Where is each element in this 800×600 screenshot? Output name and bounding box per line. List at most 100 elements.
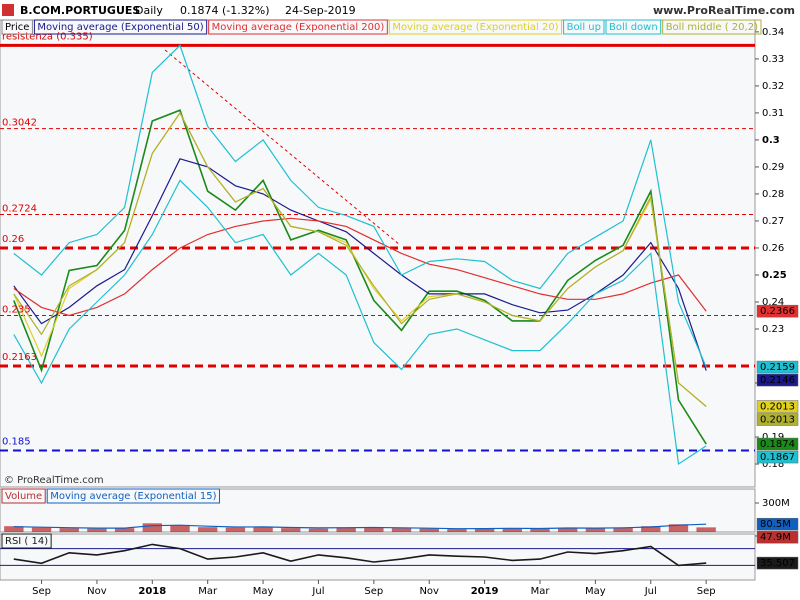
x-tick-label: May xyxy=(253,586,274,597)
level-label: 0.185 xyxy=(2,437,31,448)
period: Daily xyxy=(135,4,163,17)
y-tick-label: 0.19 xyxy=(762,432,784,443)
volume-bar xyxy=(447,529,467,532)
date: 24-Sep-2019 xyxy=(285,4,356,17)
volume-bar xyxy=(530,528,550,532)
volume-bar xyxy=(474,528,495,532)
volume-bar xyxy=(585,528,606,532)
legend-box xyxy=(605,19,662,35)
volume-bar xyxy=(336,527,356,532)
y-tick-label: 0.32 xyxy=(762,81,784,92)
value-box xyxy=(756,360,799,374)
volume-bar xyxy=(364,527,384,532)
y-tick-label: 0.24 xyxy=(762,297,784,308)
plot-group xyxy=(4,523,716,532)
volume-panel xyxy=(0,488,756,533)
legend-label: Boll up xyxy=(567,22,601,33)
volume-bar xyxy=(170,525,190,532)
value-box xyxy=(756,437,799,451)
legend-box xyxy=(662,19,762,35)
y-tick-label: 0.23 xyxy=(762,324,784,335)
series-line xyxy=(13,109,707,445)
value-box xyxy=(756,517,799,531)
legend-label: Boll middle ( 20,2) xyxy=(666,22,758,33)
series-line xyxy=(13,158,707,371)
quote: 0.1874 (-1.32%) xyxy=(180,4,269,17)
volume-bar xyxy=(225,527,246,532)
rsi-panel xyxy=(0,533,756,581)
volume-bar xyxy=(114,528,135,532)
legend-box xyxy=(46,488,220,504)
y-tick-label: 0.18 xyxy=(762,459,784,470)
legend-box xyxy=(1,533,52,549)
legend-box xyxy=(1,19,33,35)
y-tick-label: 0.31 xyxy=(762,108,784,119)
series-line xyxy=(13,111,707,407)
volume-bar xyxy=(641,526,661,532)
legend-label: Moving average (Exponential 15) xyxy=(50,491,216,502)
series-line xyxy=(13,543,707,567)
plot-group xyxy=(0,43,755,466)
value-box-label: 0.2366 xyxy=(760,306,795,317)
volume-bar xyxy=(502,528,522,532)
volume-bar xyxy=(613,527,633,532)
volume-bar xyxy=(142,523,162,532)
legend-box xyxy=(208,19,388,35)
x-tick-label: Sep xyxy=(697,586,716,597)
series-line xyxy=(13,523,707,530)
logo-icon xyxy=(2,4,14,16)
y-tick-label: 300M xyxy=(762,498,790,509)
x-tick-label: Jul xyxy=(311,586,324,597)
value-box-label: 35.507 xyxy=(760,558,795,569)
x-tick-label: Nov xyxy=(87,586,107,597)
value-box xyxy=(756,556,799,570)
volume-bar xyxy=(696,527,716,532)
series-line xyxy=(13,179,707,466)
legend-box xyxy=(388,19,563,35)
copyright: © ProRealTime.com xyxy=(4,475,104,486)
value-box xyxy=(756,450,799,464)
value-box-label: 0.2146 xyxy=(760,375,795,386)
trend-line xyxy=(164,49,401,246)
volume-bar xyxy=(4,526,24,532)
x-tick-label: Mar xyxy=(198,586,218,597)
site: www.ProRealTime.com xyxy=(653,4,795,17)
x-tick-label: Jul xyxy=(644,586,657,597)
legend-label: Boll down xyxy=(609,22,658,33)
x-tick-label: Nov xyxy=(419,586,439,597)
x-tick-label: 2018 xyxy=(138,586,166,597)
legend-box xyxy=(563,19,605,35)
y-tick-label: 0.26 xyxy=(762,243,784,254)
y-tick-label: 0.27 xyxy=(762,216,784,227)
value-box xyxy=(756,304,799,318)
header: B.COM.PORTUGUES Daily 0.1874 (-1.32%) 24… xyxy=(2,4,795,17)
value-box xyxy=(756,530,799,544)
x-tick-label: Sep xyxy=(364,586,383,597)
y-tick-label: 0.34 xyxy=(762,27,784,38)
volume-bar xyxy=(419,528,439,532)
value-box-label: 0.2159 xyxy=(760,362,795,373)
legend-label: Volume xyxy=(5,491,42,502)
y-tick-label: 0.29 xyxy=(762,162,784,173)
value-box-label: 80.5M xyxy=(760,519,791,530)
level-label: 0.26 xyxy=(2,234,24,245)
value-box-label: 0.2013 xyxy=(760,415,795,426)
legend-label: Moving average (Exponential 20) xyxy=(392,22,558,33)
volume-bar xyxy=(198,527,218,532)
value-box-label: 47.9M xyxy=(760,532,791,543)
level-label: 0.3042 xyxy=(2,118,37,129)
legend-box xyxy=(33,19,208,35)
level-label: resistenza (0.335) xyxy=(2,31,93,42)
symbol: B.COM.PORTUGUES xyxy=(20,4,140,17)
x-tick-label: 2019 xyxy=(471,586,499,597)
x-tick-label: Mar xyxy=(531,586,551,597)
level-label: 0.2724 xyxy=(2,203,37,214)
legend-label: RSI ( 14) xyxy=(5,536,48,547)
volume-bar xyxy=(31,527,52,532)
level-label: 0.235 xyxy=(2,304,31,315)
x-tick-label: May xyxy=(585,586,606,597)
volume-bar xyxy=(308,528,329,532)
value-box-label: 0.1867 xyxy=(760,452,795,463)
y-tick-label: 0.25 xyxy=(762,270,787,281)
